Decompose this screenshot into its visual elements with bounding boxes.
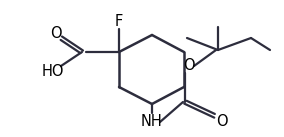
Text: O: O: [183, 58, 195, 73]
Text: O: O: [216, 113, 228, 129]
Text: F: F: [115, 15, 123, 29]
Text: HO: HO: [42, 65, 64, 79]
Text: O: O: [50, 26, 62, 42]
Text: NH: NH: [141, 115, 163, 129]
